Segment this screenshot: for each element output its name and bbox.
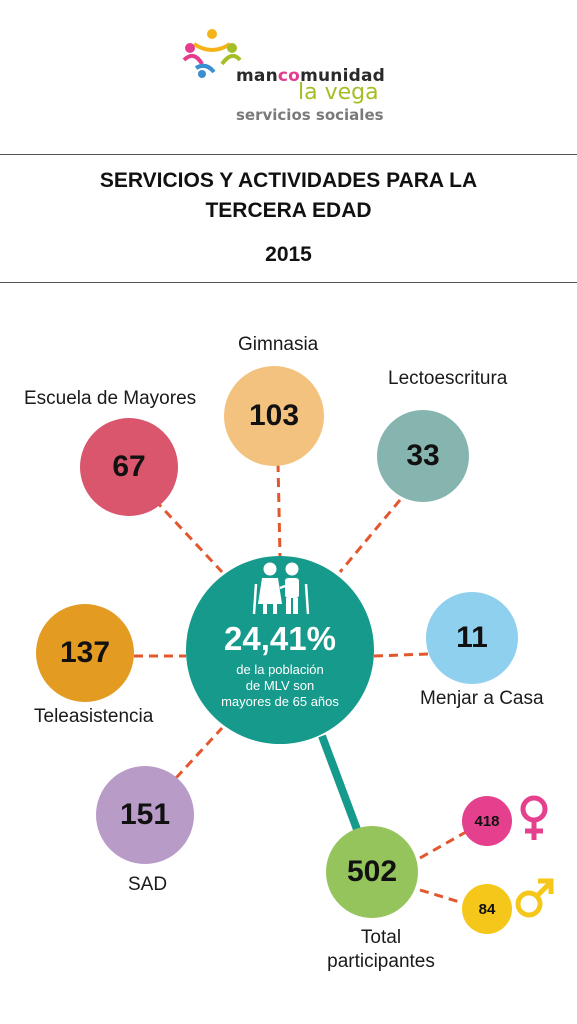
connector-escuela: [153, 498, 224, 574]
male-symbol-icon: [515, 878, 554, 918]
male-count-circle: 84: [462, 884, 512, 934]
service-label-menjar: Menjar a Casa: [420, 688, 544, 709]
center-description-line: de MLV son: [245, 678, 315, 693]
logo-subtitle: la vega: [298, 80, 379, 105]
center-statistic: 24,41% de la población de MLV son mayore…: [186, 556, 374, 744]
service-circle-gimnasia: 103: [224, 366, 324, 466]
service-value: 137: [59, 636, 111, 669]
service-value: 103: [248, 399, 300, 432]
connector-sad: [174, 726, 224, 780]
total-circle: 502: [326, 826, 418, 918]
divider-top: [0, 154, 577, 155]
center-description-line: de la población: [236, 662, 324, 677]
logo-text-highlight: co: [277, 66, 301, 86]
connector-female: [419, 830, 467, 860]
divider-bottom: [0, 282, 577, 283]
service-value: 67: [112, 450, 146, 483]
connector-menjar: [373, 652, 429, 658]
center-description: de la población de MLV son mayores de 65…: [206, 662, 354, 710]
service-value: 151: [119, 798, 171, 831]
logo-text-part: munidad: [300, 66, 386, 86]
total-value: 502: [346, 855, 398, 888]
male-value: 84: [478, 900, 496, 918]
mancomunidad-logo-icon: [182, 29, 242, 78]
female-value: 418: [474, 812, 500, 830]
service-circle-lectoescritura: 33: [377, 410, 469, 502]
female-count-circle: 418: [462, 796, 512, 846]
service-value: 11: [456, 621, 488, 654]
page-year: 2015: [265, 243, 312, 266]
page-title-line1: SERVICIOS Y ACTIVIDADES PARA LA: [99, 169, 478, 192]
total-label: Total participantes: [326, 926, 436, 974]
connector-total: [318, 734, 362, 834]
page-title-line2: TERCERA EDAD: [205, 199, 372, 222]
connector-male: [419, 888, 467, 906]
service-label-sad: SAD: [128, 874, 168, 895]
service-circle-sad: 151: [96, 766, 194, 864]
connector-gimnasia: [276, 462, 282, 557]
female-symbol-icon: [520, 795, 548, 840]
center-percentage: 24,41%: [224, 620, 336, 657]
logo-wordmark: mancomunidad: [236, 66, 385, 86]
service-label-lectoescritura: Lectoescritura: [388, 368, 508, 389]
logo-text-part: man: [236, 66, 278, 86]
connector-lectoescritura: [338, 499, 402, 573]
total-label-line: Total: [360, 927, 402, 948]
service-label-gimnasia: Gimnasia: [238, 334, 319, 355]
service-label-teleasistencia: Teleasistencia: [34, 706, 154, 727]
total-label-line: participantes: [327, 951, 435, 972]
service-circle-escuela: 67: [80, 418, 178, 516]
elderly-couple-icon: [252, 562, 310, 615]
center-description-line: mayores de 65 años: [221, 694, 339, 709]
service-circle-menjar: 11: [426, 592, 518, 684]
service-circle-teleasistencia: 137: [36, 604, 134, 702]
service-label-escuela: Escuela de Mayores: [24, 388, 197, 409]
logo-tagline: servicios sociales: [236, 106, 384, 124]
service-value: 33: [406, 439, 440, 472]
